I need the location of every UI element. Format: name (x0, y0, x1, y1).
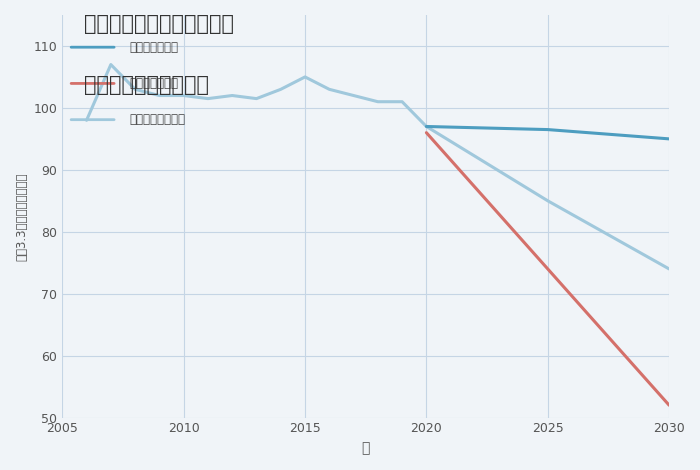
X-axis label: 年: 年 (361, 441, 370, 455)
Text: グッドシナリオ: グッドシナリオ (129, 41, 178, 54)
Text: 兵庫県姫路市北条宮の町の: 兵庫県姫路市北条宮の町の (84, 14, 234, 34)
Text: 中古戸建ての価格推移: 中古戸建ての価格推移 (84, 75, 209, 95)
Text: ノーマルシナリオ: ノーマルシナリオ (129, 113, 185, 126)
Y-axis label: 坪（3.3㎡）単価（万円）: 坪（3.3㎡）単価（万円） (15, 172, 28, 260)
Text: バッドシナリオ: バッドシナリオ (129, 77, 178, 90)
